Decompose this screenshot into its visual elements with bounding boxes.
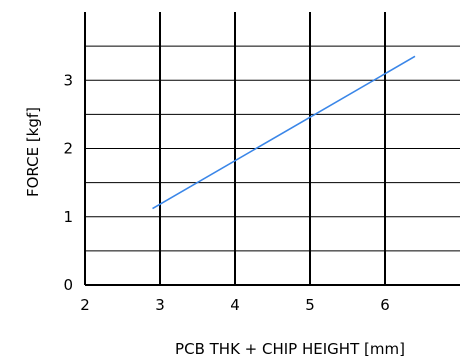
x-tick-label: 2 xyxy=(80,296,90,314)
axes xyxy=(84,12,460,286)
grid xyxy=(85,12,460,285)
series-line xyxy=(152,55,416,210)
y-tick-label: 1 xyxy=(63,208,73,226)
y-tick-labels: 0 1 2 3 xyxy=(63,71,73,294)
series-layer xyxy=(152,55,416,210)
y-axis-label: FORCE [kgf] xyxy=(24,107,42,197)
x-tick-label: 4 xyxy=(230,296,240,314)
y-tick-label: 0 xyxy=(63,276,73,294)
x-tick-label: 6 xyxy=(380,296,390,314)
x-tick-labels: 2 3 4 5 6 xyxy=(80,296,390,314)
y-tick-label: 2 xyxy=(63,140,73,158)
x-axis-label: PCB THK + CHIP HEIGHT [mm] xyxy=(175,340,405,358)
y-tick-label: 3 xyxy=(63,71,73,89)
x-tick-label: 5 xyxy=(305,296,315,314)
x-tick-label: 3 xyxy=(155,296,165,314)
